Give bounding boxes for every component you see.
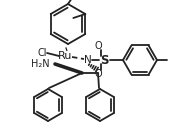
Text: S: S	[100, 53, 108, 67]
Text: O: O	[94, 69, 102, 79]
Text: O: O	[94, 41, 102, 51]
Text: Cl: Cl	[37, 48, 47, 58]
Text: H₂N: H₂N	[31, 59, 49, 69]
Text: N: N	[84, 55, 92, 65]
Text: Ru: Ru	[58, 51, 72, 61]
